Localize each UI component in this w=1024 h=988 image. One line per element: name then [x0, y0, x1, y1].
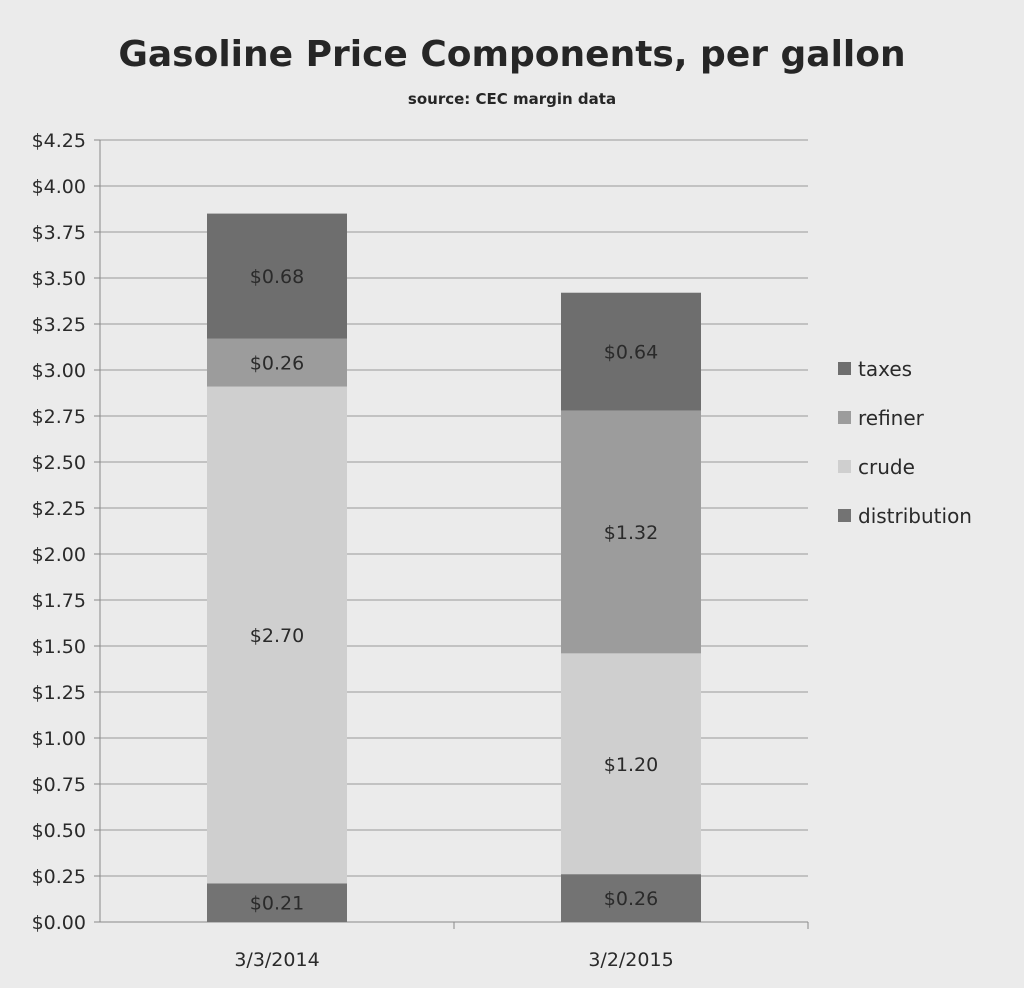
bar-segment-distribution: [207, 883, 347, 922]
y-tick-label: $0.50: [32, 820, 86, 842]
data-label-refiner: $1.32: [604, 522, 658, 544]
bar-segment-taxes: [561, 292, 701, 411]
y-tick-label: $3.75: [32, 222, 86, 244]
y-tick-label: $4.00: [32, 176, 86, 198]
y-tick-label: $0.25: [32, 866, 86, 888]
bar-segment-distribution: [561, 874, 701, 922]
bar-segment-crude: [207, 386, 347, 884]
y-tick-label: $1.00: [32, 728, 86, 750]
legend-swatch-refiner: [838, 411, 851, 424]
y-tick-label: $2.50: [32, 452, 86, 474]
bar-segment-crude: [561, 653, 701, 875]
axes: $0.00 $0.25 $0.50 $0.75 $1.00 $1.25 $1.50 $1.75…: [32, 130, 809, 971]
legend: taxes refiner crude distribution: [838, 357, 972, 528]
y-tick-label: $3.25: [32, 314, 86, 336]
data-label-distribution: $0.26: [604, 888, 658, 910]
y-tick-label: $3.00: [32, 360, 86, 382]
data-label-distribution: $0.21: [250, 893, 304, 915]
data-label-refiner: $0.26: [250, 353, 304, 375]
data-label-taxes: $0.64: [604, 342, 658, 364]
x-tick-label: 3/3/2014: [234, 949, 319, 971]
y-tick-label: $0.75: [32, 774, 86, 796]
data-labels: $0.21 $2.70 $0.26 $0.68 $0.26 $1.20 $1.32 $0.64: [250, 266, 658, 915]
y-tick-label: $1.50: [32, 636, 86, 658]
y-tick-label: $2.25: [32, 498, 86, 520]
y-tick-label: $2.75: [32, 406, 86, 428]
legend-label-distribution: distribution: [858, 504, 972, 528]
chart-title: Gasoline Price Components, per gallon: [118, 34, 905, 75]
bar-segment-refiner: [561, 410, 701, 654]
y-tick-label: $1.25: [32, 682, 86, 704]
legend-label-crude: crude: [858, 455, 915, 479]
legend-swatch-taxes: [838, 362, 851, 375]
y-tick-label: $0.00: [32, 912, 86, 934]
data-label-crude: $1.20: [604, 754, 658, 776]
bar-segment-taxes: [207, 213, 347, 339]
legend-swatch-crude: [838, 460, 851, 473]
y-tick-label: $3.50: [32, 268, 86, 290]
y-tick-label: $2.00: [32, 544, 86, 566]
bar-segment-refiner: [207, 338, 347, 387]
y-tick-label: $1.75: [32, 590, 86, 612]
data-label-crude: $2.70: [250, 625, 304, 647]
legend-label-taxes: taxes: [858, 357, 912, 381]
legend-swatch-distribution: [838, 509, 851, 522]
x-tick-label: 3/2/2015: [588, 949, 673, 971]
y-tick-label: $4.25: [32, 130, 86, 152]
data-label-taxes: $0.68: [250, 266, 304, 288]
legend-label-refiner: refiner: [858, 406, 925, 430]
bars: [207, 213, 701, 922]
chart-subtitle: source: CEC margin data: [408, 90, 616, 108]
